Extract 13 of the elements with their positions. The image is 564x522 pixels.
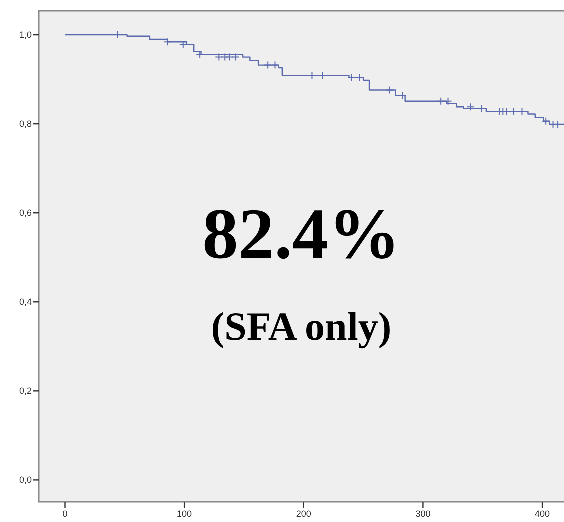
y-tick-label: 0,2: [19, 386, 32, 396]
x-tick-label: 100: [177, 509, 192, 519]
y-tick-label: 0,8: [19, 119, 32, 130]
x-tick-label: 0: [62, 509, 68, 519]
y-tick-label: 0,4: [19, 297, 32, 308]
annotation: (SFA only): [211, 304, 392, 349]
x-tick-label: 400: [535, 509, 550, 519]
x-tick-label: 200: [296, 509, 312, 519]
x-tick-label: 300: [416, 509, 431, 519]
y-tick-label: 0,6: [19, 208, 32, 218]
y-tick-label: 0,0: [19, 475, 32, 486]
annotation: 82.4%: [202, 194, 400, 274]
y-tick-label: 1,0: [19, 30, 32, 40]
